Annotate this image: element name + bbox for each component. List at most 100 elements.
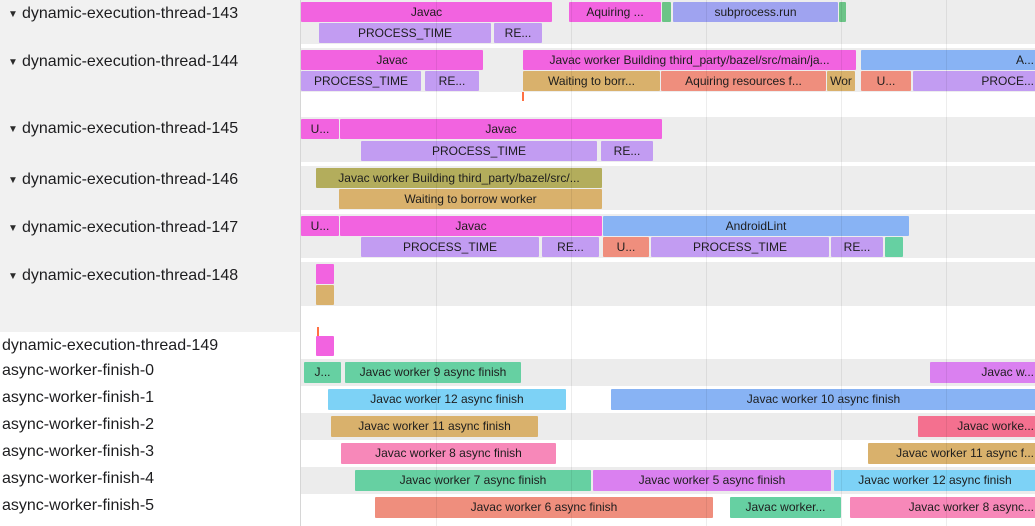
- slice[interactable]: J...: [304, 362, 341, 383]
- slice[interactable]: [316, 264, 334, 284]
- slice[interactable]: [316, 336, 334, 356]
- slice[interactable]: Wor: [827, 71, 855, 91]
- track-name-row[interactable]: ▼ dynamic-execution-thread-147: [0, 218, 300, 238]
- slice[interactable]: Javac worker 8 async...: [850, 497, 1035, 518]
- collapse-chevron-icon[interactable]: ▼: [8, 123, 18, 135]
- slice[interactable]: A...: [861, 50, 1035, 70]
- track-name-row[interactable]: ▼ dynamic-execution-thread-145: [0, 119, 300, 139]
- slice[interactable]: Javac worker 11 async f...: [868, 443, 1035, 464]
- track-name-row[interactable]: async-worker-finish-3: [0, 442, 300, 462]
- slice[interactable]: Javac worker Building third_party/bazel/…: [316, 168, 602, 188]
- slice[interactable]: Waiting to borr...: [523, 71, 660, 91]
- slice[interactable]: PROCESS_TIME: [651, 237, 829, 257]
- slice[interactable]: Javac w...: [930, 362, 1035, 383]
- track-name-row[interactable]: async-worker-finish-2: [0, 415, 300, 435]
- slice[interactable]: Waiting to borrow worker: [339, 189, 602, 209]
- track-name-label: async-worker-finish-1: [2, 389, 155, 406]
- instant-marker[interactable]: [317, 327, 319, 336]
- slice[interactable]: RE...: [601, 141, 653, 161]
- slice[interactable]: Aquiring resources f...: [661, 71, 826, 91]
- slice[interactable]: [839, 2, 846, 22]
- collapse-chevron-icon[interactable]: ▼: [8, 56, 18, 68]
- slice[interactable]: Javac worker Building third_party/bazel/…: [523, 50, 856, 70]
- track-name-label: dynamic-execution-thread-146: [22, 171, 239, 188]
- slice[interactable]: Javac: [340, 119, 662, 139]
- collapse-chevron-icon[interactable]: ▼: [8, 270, 18, 282]
- collapse-chevron-icon[interactable]: ▼: [8, 174, 18, 186]
- slice[interactable]: Javac worker 7 async finish: [355, 470, 591, 491]
- slice[interactable]: Javac worker 12 async finish: [328, 389, 566, 410]
- slice[interactable]: Javac worker 10 async finish: [611, 389, 1035, 410]
- track-name-panel: ▼ dynamic-execution-thread-143 ▼ dynamic-ex…: [0, 0, 300, 526]
- track-name-row[interactable]: async-worker-finish-1: [0, 388, 300, 408]
- slice[interactable]: [316, 285, 334, 305]
- track-name-row[interactable]: ▼ dynamic-execution-thread-143: [0, 4, 300, 24]
- gridline: [571, 0, 572, 526]
- track-name-label: dynamic-execution-thread-144: [22, 53, 239, 70]
- slice[interactable]: Javac worker 9 async finish: [345, 362, 521, 383]
- gridline: [946, 0, 947, 526]
- slice[interactable]: RE...: [494, 23, 542, 43]
- slice[interactable]: U...: [603, 237, 649, 257]
- slice[interactable]: PROCESS_TIME: [361, 237, 539, 257]
- slice[interactable]: Javac worker 5 async finish: [593, 470, 831, 491]
- track-name-label: async-worker-finish-4: [2, 470, 155, 487]
- slice[interactable]: AndroidLint: [603, 216, 909, 236]
- track-async-worker-finish-2: Javac worker 11 async finish Javac worke.…: [301, 413, 1035, 440]
- slice[interactable]: PROCESS_TIME: [361, 141, 597, 161]
- slice[interactable]: RE...: [542, 237, 599, 257]
- slice[interactable]: Javac worke...: [918, 416, 1035, 437]
- track-name-label: async-worker-finish-5: [2, 497, 155, 514]
- slice[interactable]: Aquiring ...: [569, 2, 661, 22]
- slice[interactable]: Javac worker 8 async finish: [341, 443, 556, 464]
- slice[interactable]: Javac worker 12 async finish: [834, 470, 1035, 491]
- track-name-label: dynamic-execution-thread-147: [22, 219, 239, 236]
- track-async-worker-finish-3: Javac worker 8 async finish Javac worker …: [301, 440, 1035, 467]
- slice[interactable]: subprocess.run: [673, 2, 838, 22]
- track-dynamic-execution-thread-143: Javac Aquiring ... subprocess.run PROCESS_T…: [301, 0, 1035, 44]
- slice[interactable]: Javac: [301, 50, 483, 70]
- slice[interactable]: U...: [301, 119, 339, 139]
- slice[interactable]: PROCE...: [913, 71, 1035, 91]
- slice[interactable]: RE...: [831, 237, 883, 257]
- track-name-label: dynamic-execution-thread-145: [22, 120, 239, 137]
- slice[interactable]: PROCESS_TIME: [319, 23, 491, 43]
- instant-marker[interactable]: [522, 92, 524, 101]
- slice[interactable]: Javac worker 11 async finish: [331, 416, 538, 437]
- track-dynamic-execution-thread-147: U... Javac AndroidLint PROCESS_TIME RE... U..…: [301, 214, 1035, 258]
- slice[interactable]: PROCESS_TIME: [301, 71, 421, 91]
- slice[interactable]: [662, 2, 671, 22]
- slice[interactable]: U...: [301, 216, 339, 236]
- track-name-row[interactable]: ▼ dynamic-execution-thread-148: [0, 266, 300, 286]
- track-name-row[interactable]: dynamic-execution-thread-149: [0, 336, 300, 356]
- gridline: [841, 0, 842, 526]
- slice[interactable]: [885, 237, 903, 257]
- collapse-chevron-icon[interactable]: ▼: [8, 8, 18, 20]
- track-name-row[interactable]: async-worker-finish-4: [0, 469, 300, 489]
- track-name-label: dynamic-execution-thread-148: [22, 267, 239, 284]
- track-async-worker-finish-4: Javac worker 7 async finish Javac worker …: [301, 467, 1035, 494]
- slice[interactable]: Javac: [301, 2, 552, 22]
- slice[interactable]: Javac worker...: [730, 497, 841, 518]
- track-name-label: dynamic-execution-thread-149: [2, 337, 219, 354]
- gridline: [436, 0, 437, 526]
- track-dynamic-execution-thread-146: Javac worker Building third_party/bazel/…: [301, 166, 1035, 210]
- collapse-chevron-icon[interactable]: ▼: [8, 222, 18, 234]
- track-name-row[interactable]: ▼ dynamic-execution-thread-144: [0, 52, 300, 72]
- timeline-canvas[interactable]: Javac Aquiring ... subprocess.run PROCESS_T…: [300, 0, 1035, 526]
- track-name-label: dynamic-execution-thread-143: [22, 5, 239, 22]
- slice[interactable]: RE...: [425, 71, 479, 91]
- track-name-row[interactable]: ▼ dynamic-execution-thread-146: [0, 170, 300, 190]
- slice[interactable]: Javac: [340, 216, 602, 236]
- track-name-label: async-worker-finish-3: [2, 443, 155, 460]
- track-name-row[interactable]: async-worker-finish-5: [0, 496, 300, 516]
- gridline: [706, 0, 707, 526]
- track-dynamic-execution-thread-145: U... Javac PROCESS_TIME RE...: [301, 117, 1035, 162]
- track-async-worker-finish-5: Javac worker 6 async finish Javac worker.…: [301, 494, 1035, 521]
- track-dynamic-execution-thread-144: Javac Javac worker Building third_party/b…: [301, 48, 1035, 92]
- slice[interactable]: U...: [861, 71, 911, 91]
- slice[interactable]: Javac worker 6 async finish: [375, 497, 713, 518]
- track-name-row[interactable]: async-worker-finish-0: [0, 361, 300, 381]
- track-name-label: async-worker-finish-2: [2, 416, 155, 433]
